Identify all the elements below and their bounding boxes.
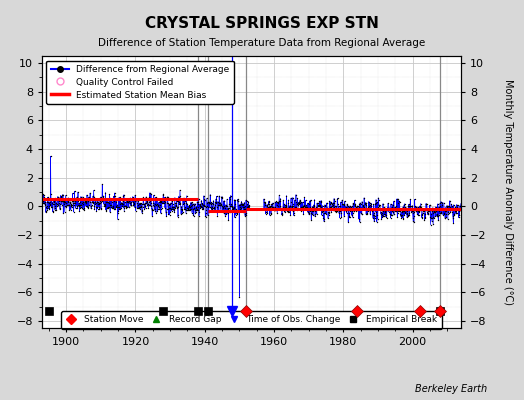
Text: Berkeley Earth: Berkeley Earth — [415, 384, 487, 394]
Legend: Station Move, Record Gap, Time of Obs. Change, Empirical Break: Station Move, Record Gap, Time of Obs. C… — [61, 311, 442, 329]
Text: CRYSTAL SPRINGS EXP STN: CRYSTAL SPRINGS EXP STN — [145, 16, 379, 31]
Y-axis label: Monthly Temperature Anomaly Difference (°C): Monthly Temperature Anomaly Difference (… — [504, 79, 514, 305]
Text: Difference of Station Temperature Data from Regional Average: Difference of Station Temperature Data f… — [99, 38, 425, 48]
